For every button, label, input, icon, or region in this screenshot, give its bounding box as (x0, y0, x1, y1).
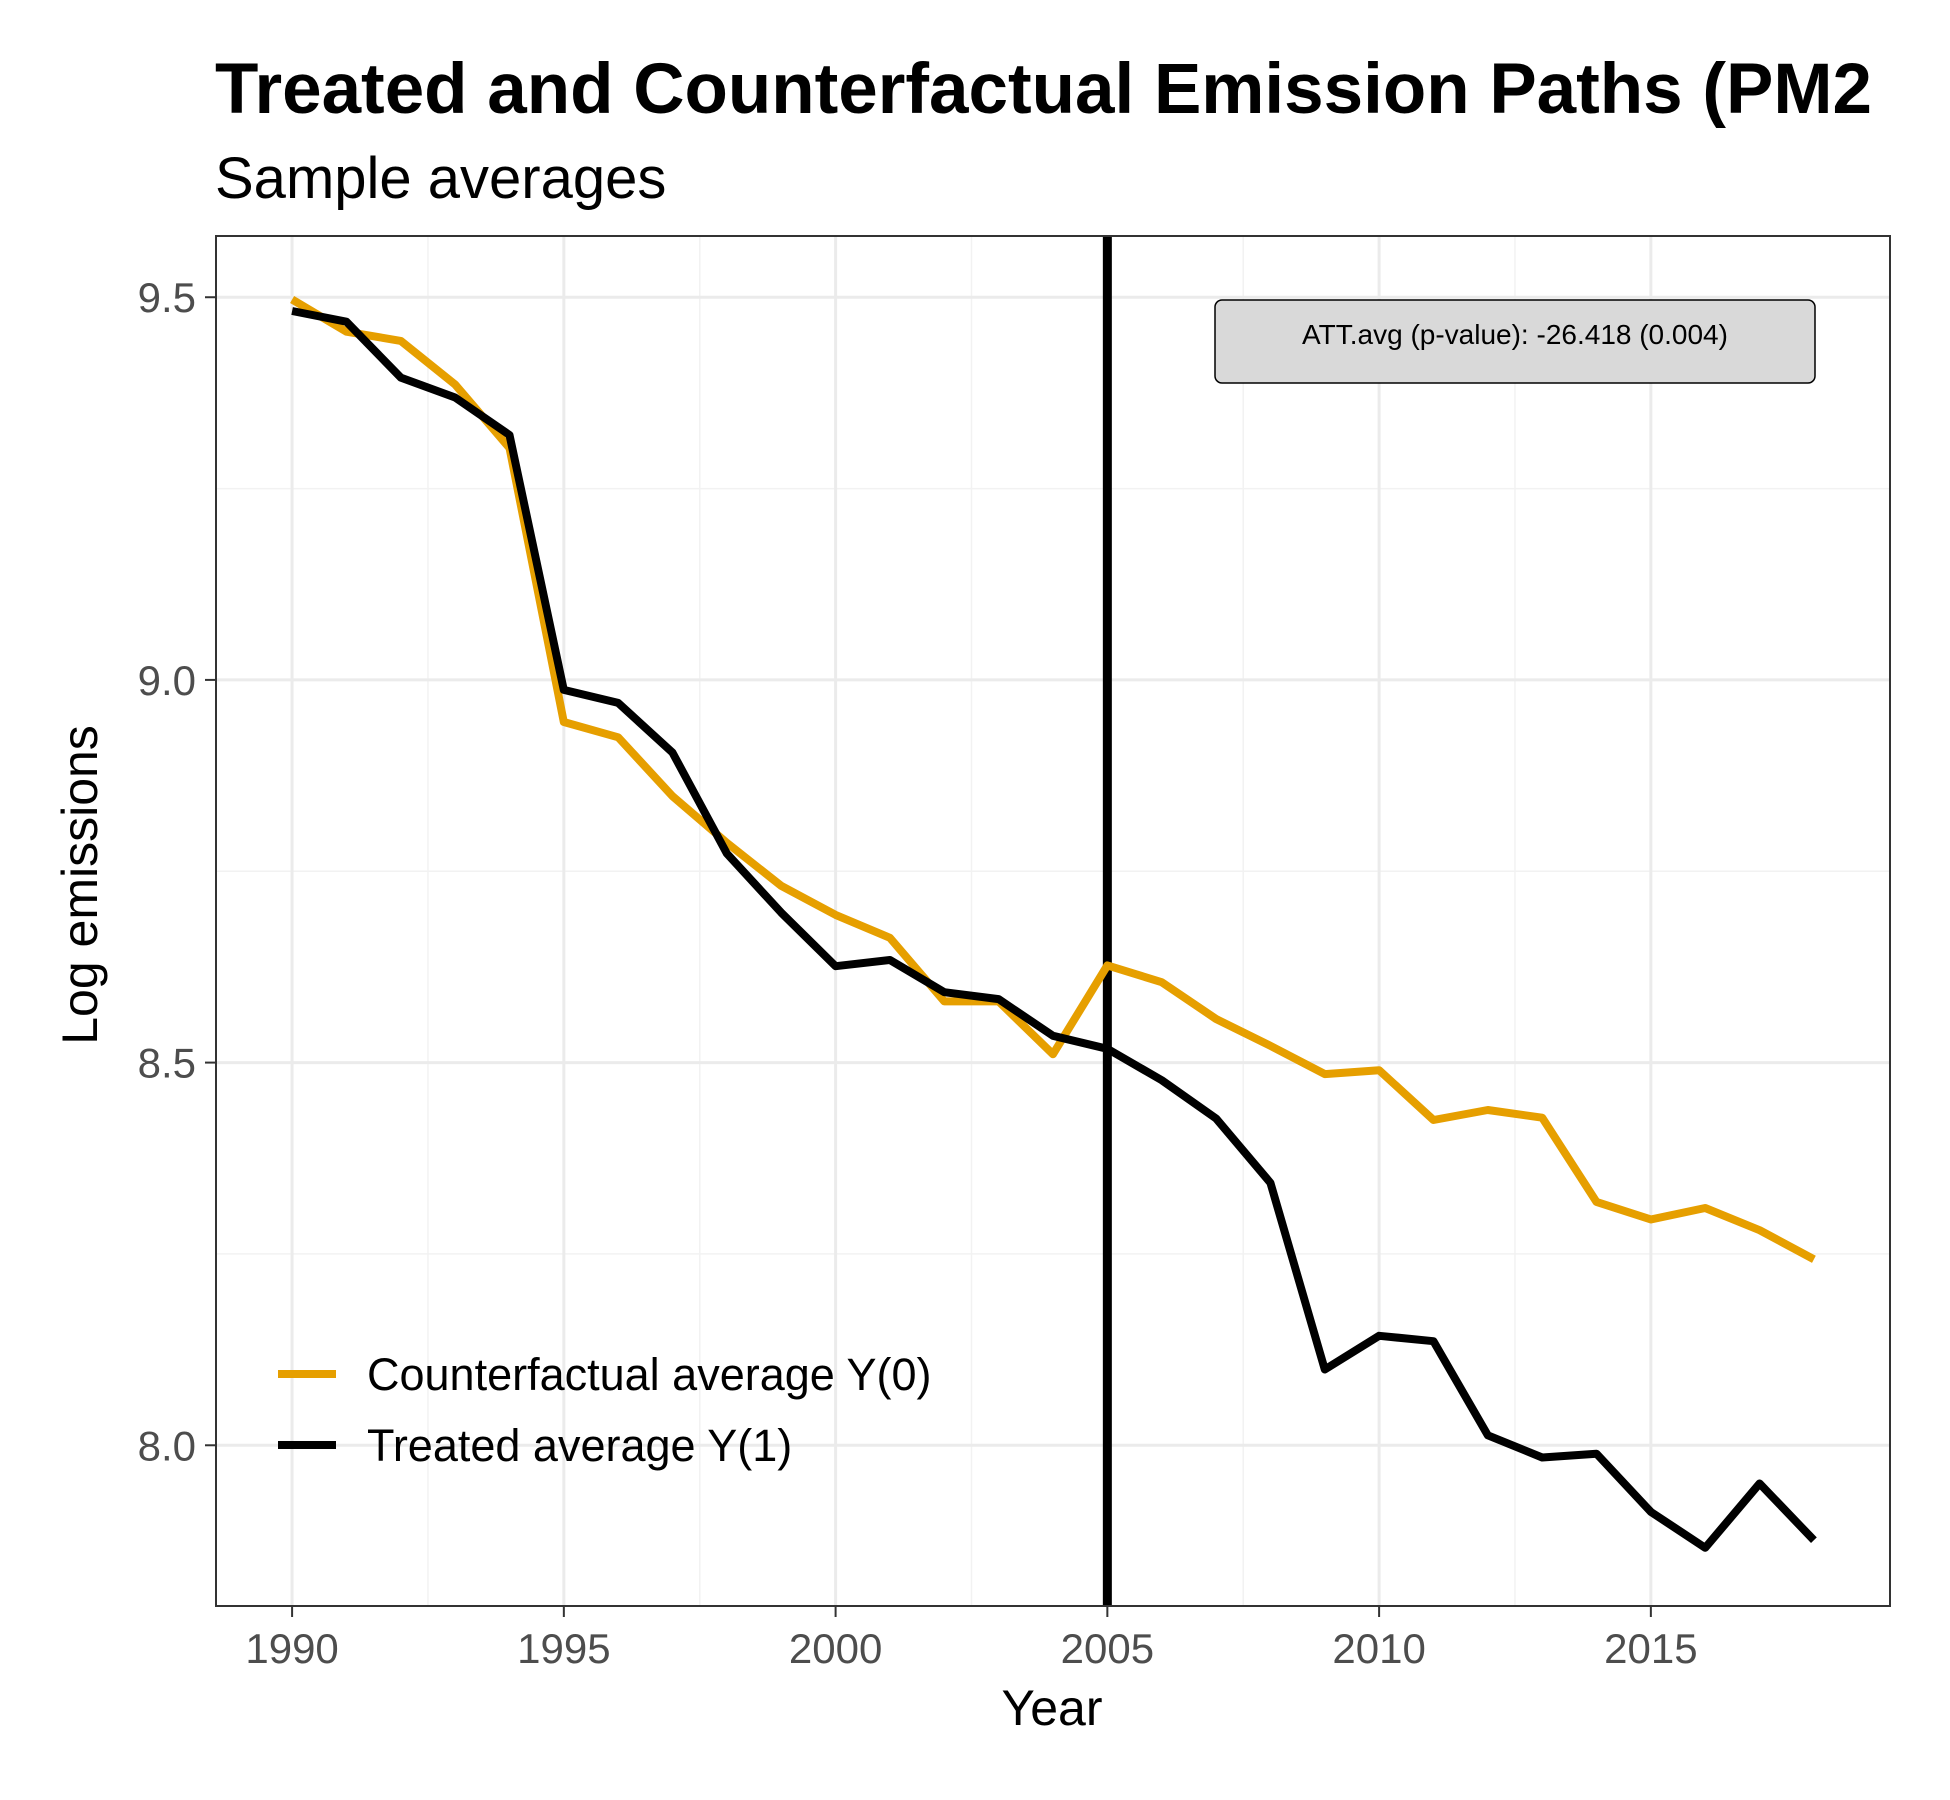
x-tick-label: 2000 (789, 1625, 882, 1672)
x-tick-label: 2010 (1332, 1625, 1425, 1672)
legend: Counterfactual average Y(0) Treated aver… (278, 1349, 932, 1471)
series-group (290, 296, 1817, 1552)
y-axis-title: Log emissions (52, 725, 108, 1045)
y-tick-label: 8.5 (138, 1040, 196, 1087)
panel-border (215, 235, 1891, 1607)
y-tick-label: 8.0 (138, 1422, 196, 1469)
y-tick-label: 9.5 (138, 274, 196, 321)
x-tick-label: 1990 (245, 1625, 338, 1672)
legend-label-treated: Treated average Y(1) (367, 1420, 792, 1471)
x-axis: 1990 1995 2000 2005 2010 2015 (245, 1606, 1698, 1672)
annotation-background (1214, 299, 1816, 384)
y-tick-label: 9.0 (138, 657, 196, 704)
x-tick-label: 2015 (1604, 1625, 1697, 1672)
grid (216, 236, 1890, 1606)
chart-title: Treated and Counterfactual Emission Path… (215, 50, 1872, 129)
annotation-text: ATT.avg (p-value): -26.418 (0.004) (1302, 319, 1728, 350)
series-line-counterfactual (290, 296, 1816, 1263)
x-tick-label: 2005 (1061, 1625, 1154, 1672)
x-tick-label: 1995 (517, 1625, 610, 1672)
legend-label-counterfactual: Counterfactual average Y(0) (367, 1349, 932, 1400)
series-line-treated (291, 307, 1817, 1552)
y-axis: 8.0 8.5 9.0 9.5 (138, 274, 216, 1469)
x-axis-title: Year (1001, 1680, 1102, 1736)
annotation-box: ATT.avg (p-value): -26.418 (0.004) (1214, 299, 1816, 384)
chart-subtitle: Sample averages (215, 146, 666, 211)
